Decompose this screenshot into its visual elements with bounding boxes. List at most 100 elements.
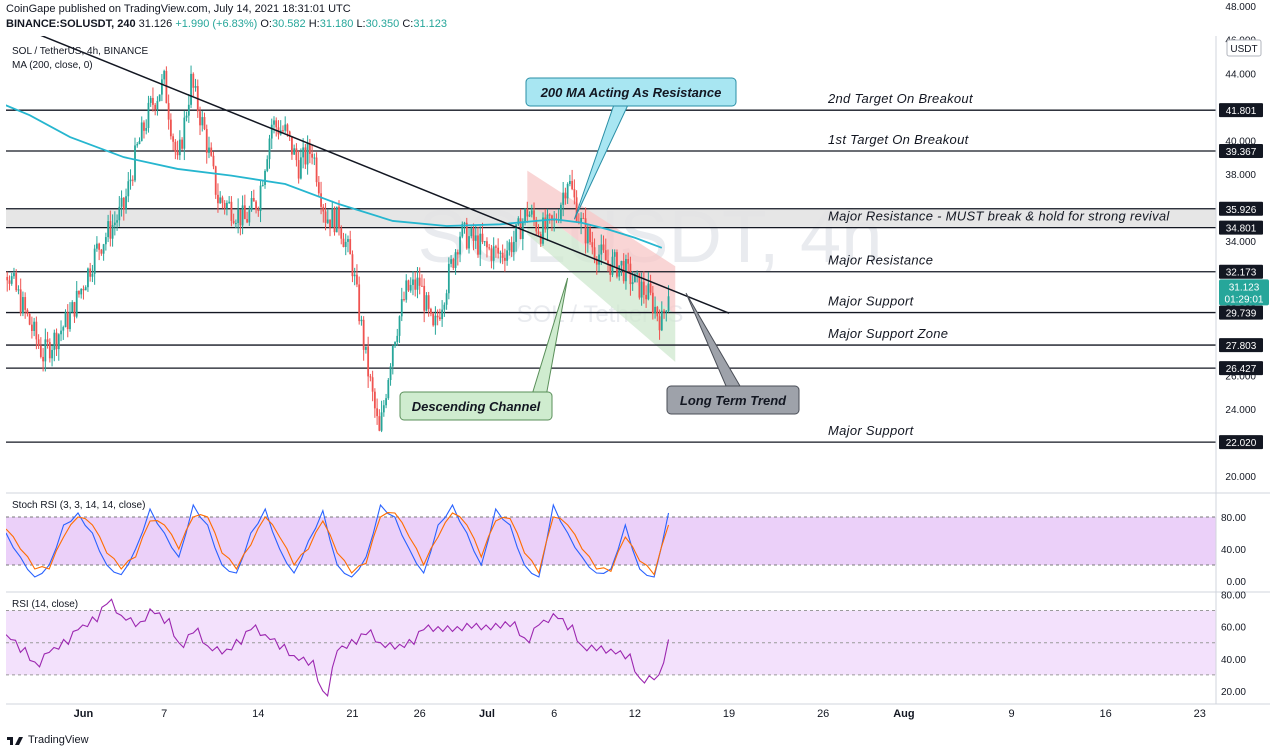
candle-body xyxy=(2,258,4,261)
candle-body xyxy=(333,208,336,233)
level-label-box-2 xyxy=(1219,201,1263,216)
candle-body xyxy=(143,122,145,131)
candle-body xyxy=(131,179,134,181)
candle-body xyxy=(512,241,515,253)
candle-body xyxy=(663,310,665,312)
candle-body xyxy=(665,310,668,312)
candle-body xyxy=(551,215,553,221)
candle-body xyxy=(495,246,497,248)
candle-body xyxy=(412,279,414,285)
level-label-box-4 xyxy=(1219,264,1263,279)
candle-body xyxy=(248,210,251,223)
candle-body xyxy=(181,139,183,149)
candle-body xyxy=(645,294,648,300)
candle-body xyxy=(344,241,347,247)
candle-body xyxy=(252,197,255,202)
candle-body xyxy=(497,247,500,254)
candle-body xyxy=(311,153,313,158)
price-tick-label: 26.000 xyxy=(1225,371,1256,382)
price-tick-label: 20.000 xyxy=(1225,472,1256,483)
candle-body xyxy=(15,273,18,291)
candle-body xyxy=(501,252,504,258)
candle-body xyxy=(55,332,58,350)
candle-body xyxy=(237,209,240,224)
candle-body xyxy=(69,312,71,330)
candle-body xyxy=(338,206,340,229)
candle-body xyxy=(602,244,605,251)
candle-body xyxy=(566,184,569,199)
candle-body xyxy=(24,297,27,310)
candle-body xyxy=(405,280,408,300)
callout-box-1 xyxy=(399,391,553,421)
candle-body xyxy=(385,398,387,406)
candle-body xyxy=(360,319,363,322)
candle-body xyxy=(591,242,594,248)
candle-body xyxy=(533,210,535,220)
level-label-box-3 xyxy=(1219,220,1263,235)
candle-body xyxy=(436,315,439,318)
candle-body xyxy=(46,339,49,343)
candle-body xyxy=(353,274,356,277)
candle-body xyxy=(118,206,121,221)
candle-body xyxy=(308,143,311,154)
candle-body xyxy=(613,252,616,257)
candle-body xyxy=(78,290,80,295)
candle-body xyxy=(418,277,421,286)
candle-body xyxy=(600,244,603,255)
candle-body xyxy=(589,228,591,243)
candle-body xyxy=(387,379,390,399)
level-label-box-0 xyxy=(1219,103,1263,118)
candle-body xyxy=(39,345,42,357)
candle-body xyxy=(111,225,114,239)
candle-body xyxy=(176,151,179,156)
candle-body xyxy=(75,290,78,317)
candle-body xyxy=(60,330,62,335)
callout-box-0 xyxy=(525,77,737,107)
level-annotation-6: Major Support Zone xyxy=(828,326,948,341)
candle-body xyxy=(400,299,403,317)
candle-body xyxy=(562,192,565,205)
candle-body xyxy=(255,201,257,210)
candle-body xyxy=(120,197,123,207)
candle-body xyxy=(356,274,358,285)
candle-body xyxy=(64,312,67,328)
candle-body xyxy=(598,254,600,265)
symbol-interval: BINANCE:SOLUSDT, 240 xyxy=(6,18,136,30)
time-tick-label: 7 xyxy=(161,708,167,720)
rsi-tick-label: 20.00 xyxy=(1221,687,1246,698)
candle-body xyxy=(37,339,40,346)
candle-body xyxy=(201,117,204,126)
candle-body xyxy=(642,281,645,295)
candle-body xyxy=(524,209,526,222)
candle-body xyxy=(313,157,316,159)
candle-body xyxy=(22,297,24,314)
candle-body xyxy=(66,312,69,330)
candle-body xyxy=(472,228,475,241)
candle-body xyxy=(638,273,641,298)
candle-body xyxy=(586,228,589,244)
candle-body xyxy=(221,197,224,203)
candle-body xyxy=(145,127,148,131)
candle-body xyxy=(223,202,226,209)
close-value: 31.123 xyxy=(413,18,447,30)
candle-body xyxy=(416,277,419,290)
tradingview-footer: TradingView xyxy=(6,734,89,746)
last-price-box xyxy=(1219,279,1269,306)
candle-body xyxy=(560,204,562,220)
stoch-pane-title: Stoch RSI (3, 3, 14, 14, close) xyxy=(12,500,145,511)
candle-body xyxy=(468,236,470,249)
candle-body xyxy=(178,139,181,156)
candle-body xyxy=(544,217,547,230)
candle-body xyxy=(636,273,639,275)
price-tick-label: 48.000 xyxy=(1225,2,1256,13)
candle-body xyxy=(4,258,6,277)
candle-body xyxy=(367,346,370,377)
level-label-box-1 xyxy=(1219,144,1263,159)
candle-body xyxy=(349,239,352,255)
candle-body xyxy=(183,117,186,149)
time-tick-label: 9 xyxy=(1008,708,1014,720)
candle-body xyxy=(291,136,293,155)
candle-body xyxy=(492,246,495,261)
rsi-line xyxy=(6,598,670,697)
